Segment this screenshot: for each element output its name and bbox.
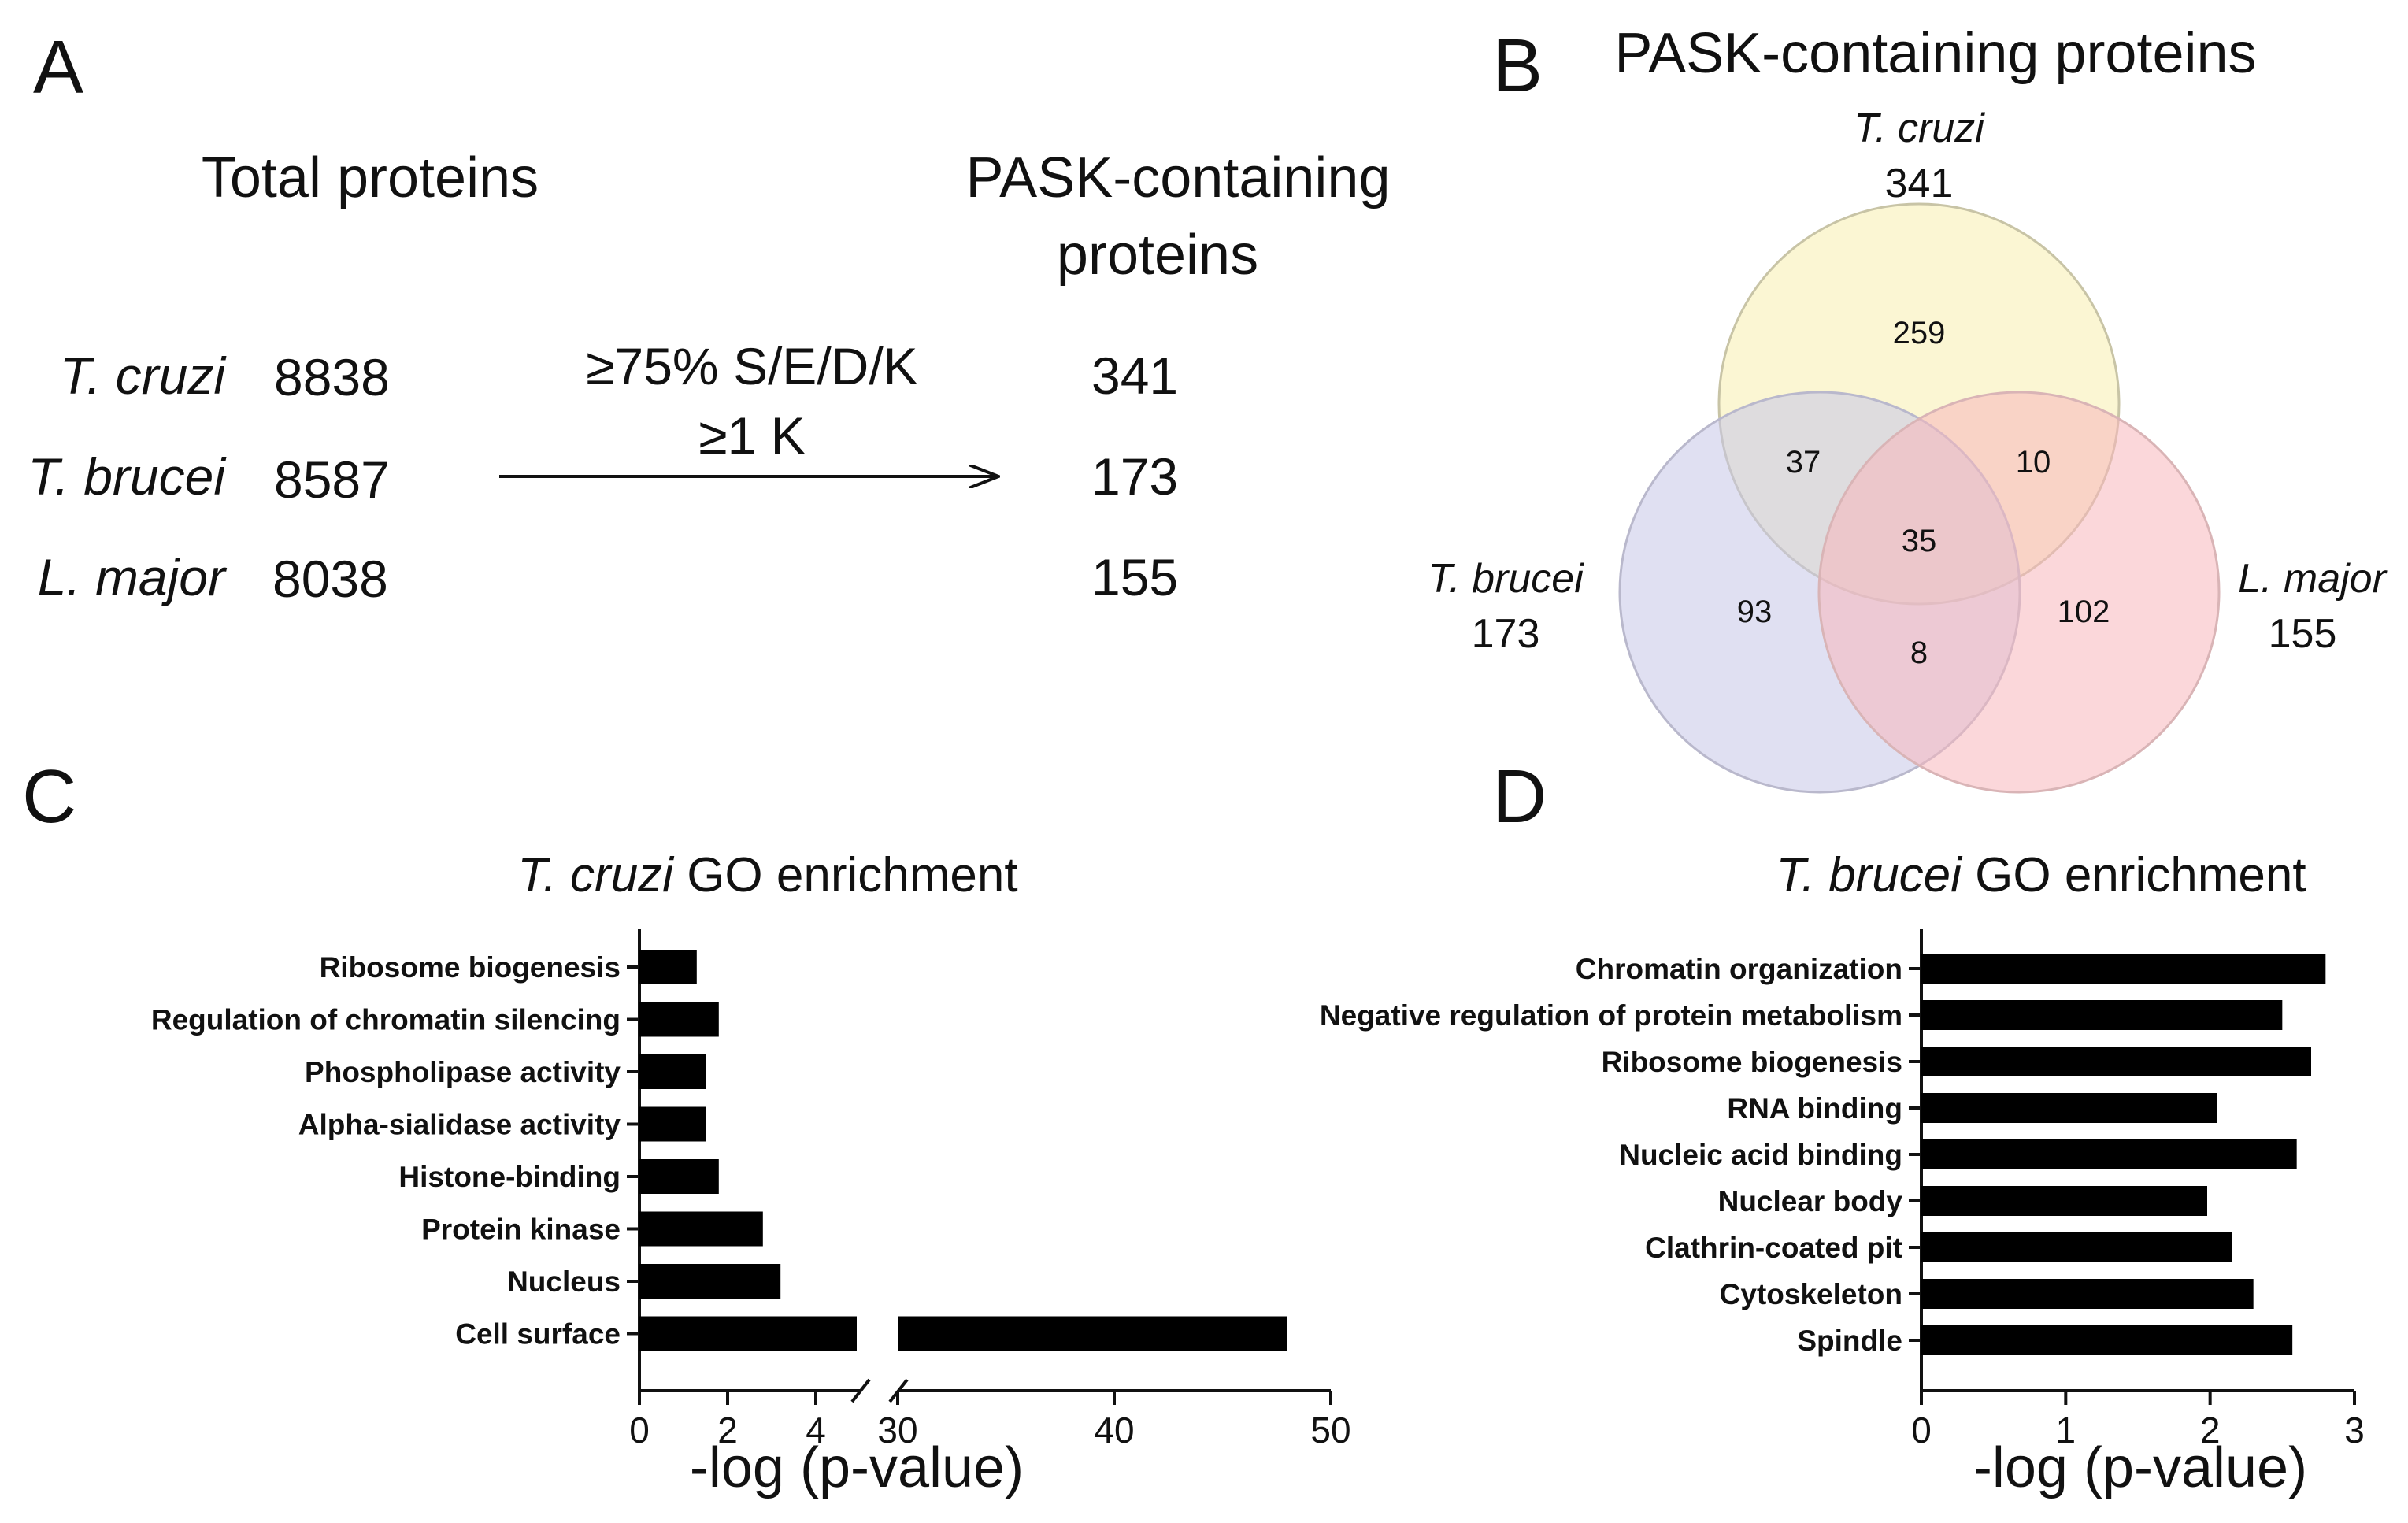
chart-c-x-tick-label: 2	[717, 1410, 738, 1451]
chart-c-bar-nucleus	[639, 1264, 781, 1299]
pask-cruzi: 341	[1091, 346, 1178, 405]
chart-c-x-tick-label: 50	[1310, 1410, 1350, 1451]
chart-d-x-tick-label: 2	[2200, 1410, 2221, 1451]
pask-brucei: 173	[1091, 447, 1178, 506]
panel-c: C T. cruzi GO enrichment -log (p-value) …	[22, 754, 1351, 1499]
chart-d-category-label-nuclear-body: Nuclear body	[1718, 1185, 1903, 1217]
chart-c-category-label-histone-binding: Histone-binding	[398, 1161, 621, 1193]
chart-c-category-label-regulation-of-chromatin-silencing: Regulation of chromatin silencing	[151, 1004, 621, 1036]
chart-c-bar-regulation-of-chromatin-silencing	[639, 1002, 719, 1037]
chart-d-xlabel: -log (p-value)	[1973, 1436, 2307, 1499]
chart-c-x-tick-label: 0	[629, 1410, 650, 1451]
pask-major: 155	[1091, 548, 1178, 606]
venn-region-cruzi-brucei: 37	[1786, 445, 1821, 480]
chart-d-title-species: T. brucei	[1776, 848, 1963, 902]
chart-d-bar-cytoskeleton	[1921, 1279, 2254, 1309]
venn-region-brucei-major: 8	[1910, 636, 1928, 670]
chart-d-category-label-cytoskeleton: Cytoskeleton	[1720, 1278, 1902, 1310]
chart-c-x-tick-label: 4	[806, 1410, 826, 1451]
panel-b: B PASK-containing proteins T. cruzi 341 …	[1428, 22, 2388, 794]
chart-c-category-label-cell-surface: Cell surface	[455, 1318, 621, 1351]
venn-region-brucei-only: 93	[1737, 595, 1773, 629]
chart-d-bar-ribosome-biogenesis	[1921, 1047, 2311, 1076]
venn-label-cruzi: T. cruzi	[1854, 106, 1985, 151]
species-label-major: L. major	[38, 548, 228, 606]
chart-c-xlabel: -log (p-value)	[690, 1436, 1024, 1499]
chart-c-title-species: T. cruzi	[517, 848, 675, 902]
chart-d-bar-negative-regulation-of-protein-metabolism	[1921, 1000, 2283, 1030]
chart-c-bar-alpha-sialidase-activity	[639, 1106, 706, 1142]
panel-a-letter: A	[33, 25, 83, 109]
venn-region-cruzi-major: 10	[2016, 445, 2051, 480]
chart-d-title-rest: GO enrichment	[1962, 848, 2306, 902]
venn-region-cruzi-only: 259	[1893, 316, 1946, 350]
chart-c-bar-protein-kinase	[639, 1211, 763, 1247]
chart-c-bar-histone-binding	[639, 1159, 719, 1194]
chart-d-x-tick-label: 3	[2344, 1410, 2365, 1451]
chart-d-category-label-rna-binding: RNA binding	[1727, 1092, 1902, 1125]
chart-d-bar-spindle	[1921, 1325, 2293, 1355]
chart-d-bar-rna-binding	[1921, 1093, 2217, 1123]
chart-d-category-label-ribosome-biogenesis: Ribosome biogenesis	[1602, 1046, 1902, 1078]
venn-label-brucei: T. brucei	[1428, 556, 1584, 602]
chart-d-bar-nuclear-body	[1921, 1186, 2207, 1216]
chart-d-bar-chromatin-organization	[1921, 954, 2326, 984]
pask-heading-line1: PASK-containing	[966, 146, 1391, 209]
venn-circle-major	[1817, 391, 2221, 794]
chart-c-bar-cell-surface-upper	[898, 1316, 1287, 1351]
panel-a: A Total proteins PASK-containing protein…	[28, 25, 1390, 608]
panel-b-letter: B	[1492, 24, 1543, 108]
chart-d-category-label-clathrin-coated-pit: Clathrin-coated pit	[1645, 1232, 1902, 1264]
chart-d-x-tick-label: 1	[2056, 1410, 2076, 1451]
chart-c-category-label-protein-kinase: Protein kinase	[421, 1214, 621, 1246]
panel-c-letter: C	[22, 754, 76, 839]
venn-label-major: L. major	[2238, 556, 2388, 602]
chart-d-category-label-spindle: Spindle	[1797, 1325, 1902, 1357]
panel-d-letter: D	[1492, 754, 1547, 839]
chart-d-category-label-negative-regulation-of-protein-metabolism: Negative regulation of protein metabolis…	[1320, 999, 1902, 1032]
chart-c-category-label-phospholipase-activity: Phospholipase activity	[305, 1056, 621, 1088]
total-cruzi: 8838	[274, 348, 390, 406]
species-label-cruzi: T. cruzi	[60, 346, 228, 405]
chart-c-x-tick-label: 30	[877, 1410, 917, 1451]
chart-d-bar-nucleic-acid-binding	[1921, 1139, 2297, 1169]
venn-region-all: 35	[1902, 524, 1937, 558]
chart-d-category-label-nucleic-acid-binding: Nucleic acid binding	[1619, 1139, 1902, 1171]
pask-heading-line2: proteins	[1057, 224, 1258, 287]
chart-d-x-tick-label: 0	[1911, 1410, 1932, 1451]
chart-d-category-label-chromatin-organization: Chromatin organization	[1576, 953, 1902, 985]
venn-total-cruzi: 341	[1885, 161, 1954, 206]
chart-c-category-label-ribosome-biogenesis: Ribosome biogenesis	[320, 951, 621, 984]
chart-c-bar-ribosome-biogenesis	[639, 950, 697, 984]
chart-c-title-rest: GO enrichment	[673, 848, 1018, 902]
total-brucei: 8587	[274, 450, 390, 509]
chart-c-category-label-alpha-sialidase-activity: Alpha-sialidase activity	[298, 1109, 621, 1141]
chart-c-bar-cell-surface	[639, 1316, 857, 1351]
venn-title: PASK-containing proteins	[1614, 22, 2256, 85]
species-label-brucei: T. brucei	[28, 447, 227, 506]
criteria-line2: ≥1 K	[698, 406, 805, 465]
panel-d: D T. brucei GO enrichment -log (p-value)…	[1320, 754, 2365, 1499]
chart-c-axis-break-mark	[850, 1378, 871, 1403]
chart-c-x-tick-label: 40	[1094, 1410, 1134, 1451]
chart-d-bar-clathrin-coated-pit	[1921, 1232, 2232, 1262]
total-proteins-heading: Total proteins	[202, 146, 539, 209]
chart-d-title: T. brucei GO enrichment	[1776, 848, 2306, 902]
chart-c-category-label-nucleus: Nucleus	[507, 1265, 621, 1298]
chart-c-bar-phospholipase-activity	[639, 1054, 706, 1089]
venn-total-brucei: 173	[1472, 611, 1540, 657]
chart-c-title: T. cruzi GO enrichment	[517, 848, 1017, 902]
criteria-line1: ≥75% S/E/D/K	[586, 337, 917, 395]
venn-total-major: 155	[2269, 611, 2337, 657]
venn-region-major-only: 102	[2058, 595, 2110, 629]
total-major: 8038	[272, 550, 388, 608]
